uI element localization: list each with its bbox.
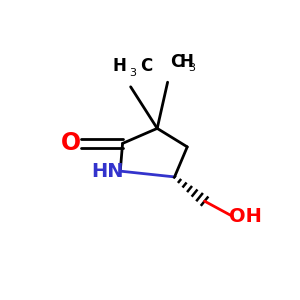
Text: 3: 3 bbox=[130, 68, 136, 78]
Text: C: C bbox=[140, 57, 152, 75]
Text: 3: 3 bbox=[188, 63, 195, 73]
Text: O: O bbox=[61, 131, 81, 155]
Text: HN: HN bbox=[91, 162, 124, 181]
Text: C: C bbox=[170, 52, 182, 70]
Text: H: H bbox=[179, 52, 193, 70]
Text: H: H bbox=[112, 57, 126, 75]
Text: OH: OH bbox=[229, 207, 261, 226]
